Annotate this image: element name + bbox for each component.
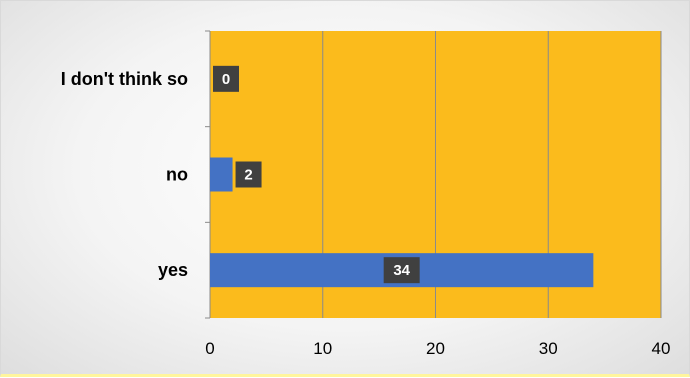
category-label: I don't think so (61, 69, 188, 89)
category-label: no (166, 165, 188, 185)
data-label: 0 (222, 71, 230, 88)
data-label-box (213, 65, 239, 92)
x-tick-label: 10 (313, 339, 332, 358)
x-tick-label: 0 (205, 339, 214, 358)
data-label: 2 (244, 167, 252, 184)
x-tick-label: 40 (652, 339, 671, 358)
x-tick-label: 20 (426, 339, 445, 358)
data-label-box (235, 161, 262, 188)
x-tick-label: 30 (539, 339, 558, 358)
data-label: 34 (393, 262, 410, 279)
bar (210, 157, 233, 192)
data-label-box (383, 257, 420, 284)
category-label: yes (158, 260, 188, 280)
